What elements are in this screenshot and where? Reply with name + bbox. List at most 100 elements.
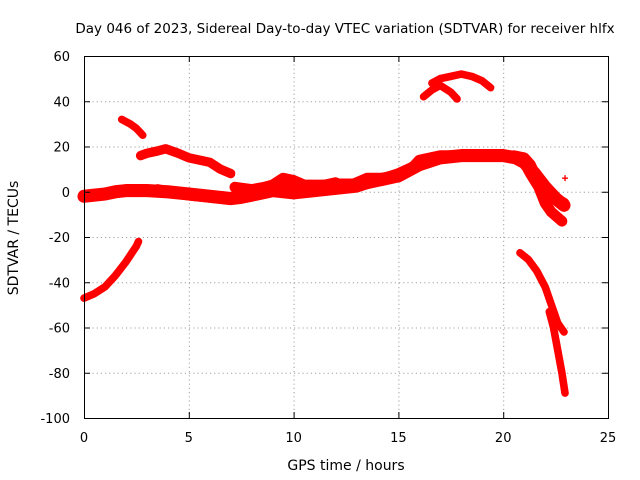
- data-point: [101, 191, 108, 198]
- data-point: [185, 192, 192, 199]
- data-point: [185, 154, 192, 161]
- data-point: [558, 369, 565, 376]
- data-point: [238, 195, 245, 202]
- data-point: [500, 152, 507, 159]
- data-point: [554, 347, 561, 354]
- x-tick-label: 5: [185, 431, 193, 446]
- data-point: [527, 170, 534, 177]
- data-point: [112, 272, 119, 279]
- data-point: [101, 283, 108, 290]
- data-point: [137, 152, 144, 159]
- data-point: [154, 186, 161, 193]
- x-tick-label: 25: [600, 431, 617, 446]
- data-point: [127, 120, 134, 127]
- data-point: [560, 329, 567, 336]
- data-point: [384, 175, 391, 182]
- data-point: [91, 192, 98, 199]
- data-point: [290, 177, 297, 184]
- data-point: [562, 390, 569, 397]
- data-point: [447, 89, 454, 96]
- data-point: [548, 209, 555, 216]
- data-point: [91, 290, 98, 297]
- x-tick-label: 10: [285, 431, 302, 446]
- data-point: [269, 181, 276, 188]
- y-tick-label: 40: [53, 95, 70, 110]
- data-point: [353, 179, 360, 186]
- data-point: [546, 308, 553, 315]
- data-point: [479, 152, 486, 159]
- y-tick-label: -40: [49, 276, 70, 291]
- data-point: [552, 195, 559, 202]
- data-point: [428, 86, 435, 93]
- data-point: [227, 196, 234, 203]
- data-point: [363, 175, 370, 182]
- data-point: [468, 73, 475, 80]
- data-point: [447, 73, 454, 80]
- data-point: [139, 132, 146, 139]
- y-tick-label: -80: [49, 367, 70, 382]
- data-point: [135, 238, 142, 245]
- data-point: [332, 179, 339, 186]
- data-point: [437, 75, 444, 82]
- data-point: [143, 187, 150, 194]
- data-point: [311, 181, 318, 188]
- y-tick-labels: -100 -80 -60 -40 -20 0 20 40 60: [40, 50, 70, 427]
- data-point: [533, 267, 540, 274]
- data-point: [516, 249, 523, 256]
- data-point: [514, 154, 521, 161]
- data-point: [410, 163, 417, 170]
- data-point: [164, 188, 171, 195]
- data-point: [143, 150, 150, 157]
- chart-title: Day 046 of 2023, Sidereal Day-to-day VTE…: [75, 21, 614, 37]
- data-point: [122, 258, 129, 265]
- data-point: [374, 175, 381, 182]
- x-tick-label: 20: [495, 431, 512, 446]
- data-point: [525, 256, 532, 263]
- data-point: [454, 95, 461, 102]
- data-point: [521, 159, 528, 166]
- data-point: [542, 283, 549, 290]
- data-point: [550, 324, 557, 331]
- data-point: [112, 188, 119, 195]
- data-point: [487, 84, 494, 91]
- data-point: [420, 93, 427, 100]
- data-point: [437, 82, 444, 89]
- data-point: [535, 184, 542, 191]
- axis-ticks: [84, 56, 609, 419]
- data-point: [217, 166, 224, 173]
- data-point: [558, 218, 565, 225]
- data-point: [231, 184, 238, 191]
- data-point: [416, 157, 423, 164]
- data-series-band: [135, 144, 236, 179]
- data-point: [395, 170, 402, 177]
- data-point: [542, 200, 549, 207]
- y-tick-label: 0: [62, 186, 70, 201]
- data-point: [122, 187, 129, 194]
- data-point: [562, 175, 569, 182]
- data-point: [479, 77, 486, 84]
- x-tick-labels: 0 5 10 15 20 25: [80, 431, 616, 446]
- y-tick-label: -60: [49, 322, 70, 337]
- data-point: [301, 181, 308, 188]
- data-point: [118, 116, 125, 123]
- y-tick-label: 20: [53, 141, 70, 156]
- data-point: [261, 184, 268, 191]
- data-point: [322, 181, 329, 188]
- y-tick-label: -20: [49, 231, 70, 246]
- data-point: [154, 148, 161, 155]
- data-point: [290, 191, 297, 198]
- data-point: [343, 184, 349, 191]
- data-series-band: [117, 115, 147, 139]
- data-point: [133, 125, 140, 132]
- data-series-band: [80, 237, 143, 302]
- data-point: [458, 71, 465, 78]
- data-point: [560, 200, 567, 207]
- data-point: [548, 301, 555, 308]
- y-tick-label: -100: [40, 412, 70, 427]
- grid-lines: [84, 56, 608, 418]
- x-axis-label: GPS time / hours: [287, 458, 404, 474]
- data-point: [428, 80, 435, 87]
- data-point: [227, 170, 234, 177]
- data-point: [175, 150, 182, 157]
